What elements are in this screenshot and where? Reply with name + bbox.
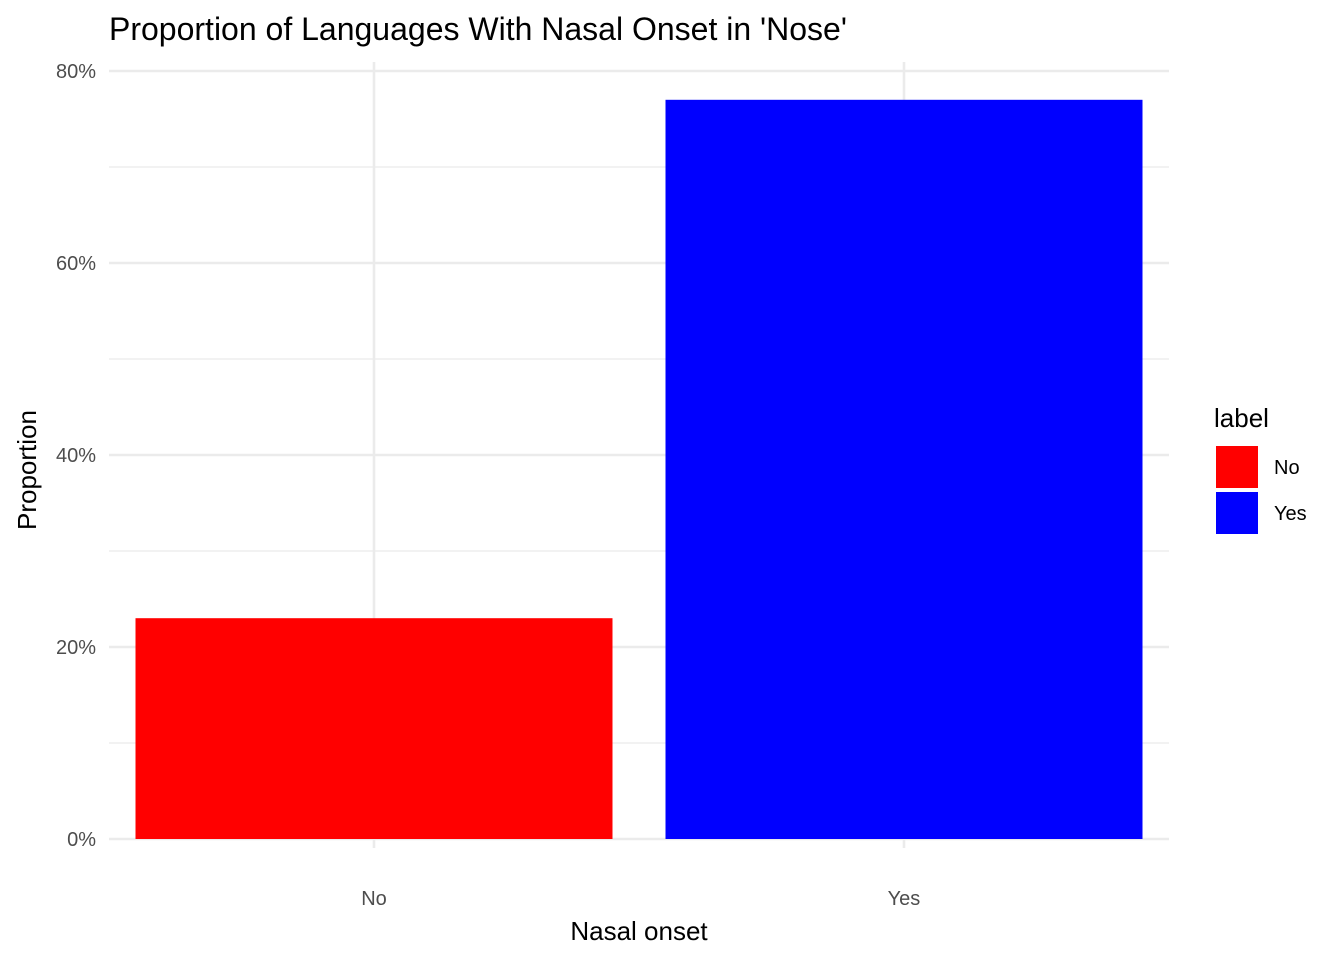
x-axis-title: Nasal onset: [570, 916, 708, 946]
y-tick-label: 0%: [67, 829, 96, 851]
bar-yes: [665, 99, 1143, 840]
bars: [135, 99, 1143, 840]
x-tick-label: Yes: [888, 888, 921, 910]
y-tick-label: 60%: [56, 253, 96, 275]
legend-entries: No Yes: [1216, 446, 1307, 534]
y-axis-title: Proportion: [12, 410, 42, 530]
y-tick-label: 20%: [56, 637, 96, 659]
legend-label-no: No: [1274, 457, 1300, 479]
legend: label No Yes: [1214, 403, 1307, 534]
y-tick-label: 40%: [56, 445, 96, 467]
x-tick-label: No: [361, 888, 387, 910]
bar-no: [135, 618, 613, 839]
legend-swatch-yes: [1216, 492, 1258, 534]
chart-title: Proportion of Languages With Nasal Onset…: [109, 11, 847, 47]
x-axis-tick-labels: No Yes: [361, 888, 920, 910]
legend-title: label: [1214, 403, 1269, 433]
legend-swatch-no: [1216, 446, 1258, 488]
y-tick-label: 80%: [56, 61, 96, 83]
legend-label-yes: Yes: [1274, 503, 1307, 525]
y-axis-tick-labels: 0% 20% 40% 60% 80%: [56, 61, 96, 851]
